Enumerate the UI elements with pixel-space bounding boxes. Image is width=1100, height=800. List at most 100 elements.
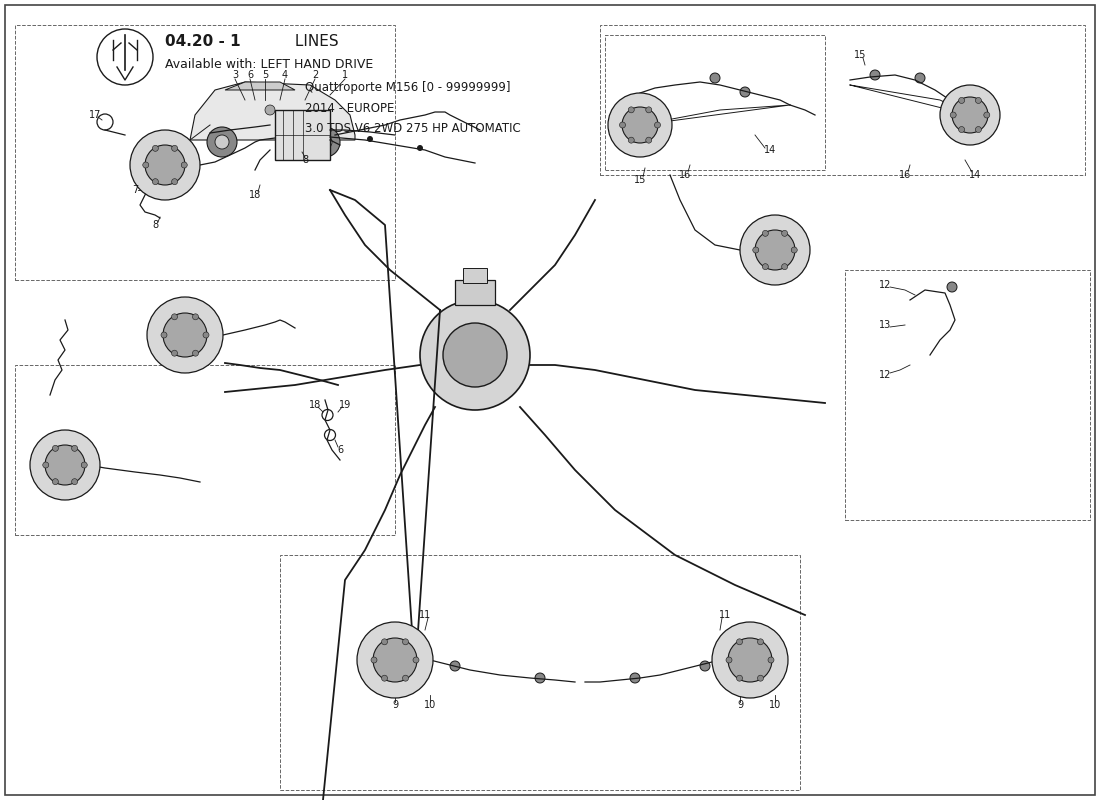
Circle shape — [207, 127, 236, 157]
Text: 11: 11 — [419, 610, 431, 620]
Circle shape — [628, 137, 635, 143]
Circle shape — [53, 446, 58, 451]
Circle shape — [214, 135, 229, 149]
Circle shape — [373, 638, 417, 682]
Circle shape — [412, 657, 419, 663]
Circle shape — [265, 105, 275, 115]
Text: 12: 12 — [879, 370, 891, 380]
Circle shape — [952, 97, 988, 133]
Bar — [280, 555, 800, 790]
Circle shape — [43, 462, 48, 468]
Circle shape — [204, 332, 209, 338]
Text: 3: 3 — [232, 70, 238, 80]
Text: 15: 15 — [634, 175, 646, 185]
Circle shape — [182, 162, 187, 168]
Circle shape — [417, 145, 424, 151]
Bar — [160, 320, 210, 350]
Bar — [455, 280, 495, 305]
Circle shape — [940, 85, 1000, 145]
Circle shape — [726, 657, 732, 663]
Text: 11: 11 — [719, 610, 732, 620]
Text: 18: 18 — [249, 190, 261, 200]
Circle shape — [145, 145, 185, 185]
Circle shape — [947, 282, 957, 292]
Circle shape — [420, 300, 530, 410]
Text: 1: 1 — [342, 70, 348, 80]
Circle shape — [737, 639, 742, 645]
Circle shape — [608, 93, 672, 157]
Text: 19: 19 — [339, 400, 351, 410]
Circle shape — [958, 126, 965, 133]
Circle shape — [318, 135, 332, 149]
Text: LINES: LINES — [290, 34, 339, 50]
Circle shape — [358, 622, 433, 698]
Text: 4: 4 — [282, 70, 288, 80]
Circle shape — [535, 673, 544, 683]
Text: 16: 16 — [899, 170, 911, 180]
Circle shape — [153, 146, 158, 151]
Polygon shape — [190, 82, 355, 140]
Circle shape — [728, 638, 772, 682]
Text: 8: 8 — [152, 220, 158, 230]
Circle shape — [752, 247, 759, 253]
Circle shape — [192, 314, 198, 320]
Text: 9: 9 — [392, 700, 398, 710]
Circle shape — [915, 73, 925, 83]
Circle shape — [791, 247, 798, 253]
Circle shape — [710, 73, 720, 83]
Circle shape — [762, 264, 769, 270]
Circle shape — [976, 126, 981, 133]
Text: 04.20 - 1: 04.20 - 1 — [165, 34, 241, 50]
Bar — [45, 450, 90, 480]
Circle shape — [782, 230, 788, 236]
Circle shape — [958, 98, 965, 103]
Bar — [375, 645, 415, 675]
Text: Available with: LEFT HAND DRIVE: Available with: LEFT HAND DRIVE — [165, 58, 373, 71]
Circle shape — [371, 657, 377, 663]
Bar — [463, 268, 487, 283]
Circle shape — [621, 107, 658, 143]
Circle shape — [30, 430, 100, 500]
Circle shape — [172, 350, 177, 356]
Text: 14: 14 — [763, 145, 777, 155]
Text: 2014 - EUROPE: 2014 - EUROPE — [305, 102, 395, 114]
Text: 14: 14 — [969, 170, 981, 180]
Text: 3.0 TDS V6 2WD 275 HP AUTOMATIC: 3.0 TDS V6 2WD 275 HP AUTOMATIC — [305, 122, 520, 134]
Circle shape — [646, 107, 651, 113]
Circle shape — [130, 130, 200, 200]
Text: 6: 6 — [337, 445, 343, 455]
Circle shape — [382, 675, 387, 681]
Bar — [275, 110, 330, 160]
Circle shape — [700, 661, 710, 671]
Circle shape — [53, 478, 58, 485]
Circle shape — [192, 350, 198, 356]
Circle shape — [172, 146, 177, 151]
Circle shape — [654, 122, 660, 128]
Text: 5: 5 — [262, 70, 268, 80]
Polygon shape — [226, 82, 295, 90]
Circle shape — [762, 230, 769, 236]
Text: 16: 16 — [679, 170, 691, 180]
Text: 2: 2 — [312, 70, 318, 80]
Bar — [15, 25, 395, 280]
Circle shape — [870, 70, 880, 80]
Circle shape — [755, 230, 795, 270]
Circle shape — [72, 478, 78, 485]
Text: 17: 17 — [89, 110, 101, 120]
Circle shape — [646, 137, 651, 143]
Circle shape — [758, 639, 763, 645]
Circle shape — [630, 673, 640, 683]
Circle shape — [983, 112, 990, 118]
Circle shape — [403, 639, 408, 645]
Circle shape — [768, 657, 774, 663]
Text: 7: 7 — [132, 185, 139, 195]
Circle shape — [737, 675, 742, 681]
Circle shape — [740, 87, 750, 97]
Circle shape — [163, 313, 207, 357]
Circle shape — [172, 178, 177, 185]
Circle shape — [450, 661, 460, 671]
Circle shape — [443, 323, 507, 387]
Bar — [845, 270, 1090, 520]
Circle shape — [172, 314, 177, 320]
Circle shape — [81, 462, 87, 468]
